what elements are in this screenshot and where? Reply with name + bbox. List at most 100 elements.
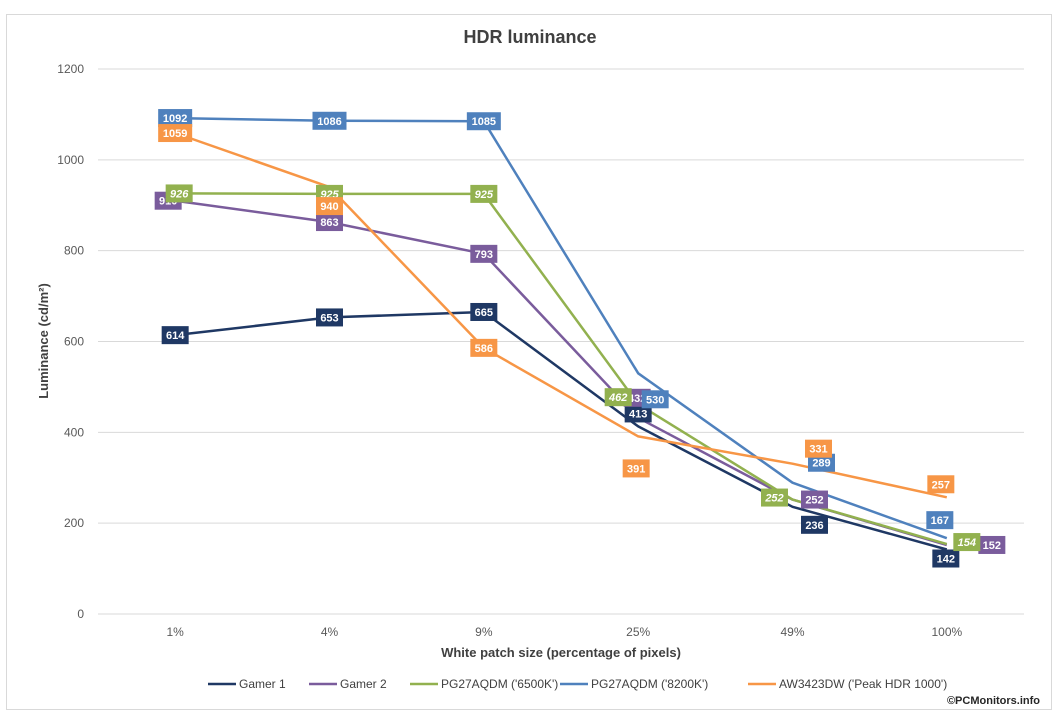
data-label-text: 236: [805, 520, 823, 532]
data-label-text: 1086: [317, 116, 341, 128]
data-label: 793: [470, 244, 498, 263]
data-label-text: 252: [805, 495, 823, 507]
legend-label: Gamer 1: [239, 677, 286, 691]
data-label: 1059: [158, 124, 193, 143]
data-label-box: [161, 326, 189, 345]
data-label-text: 142: [937, 554, 955, 566]
data-label: 331: [805, 439, 832, 458]
x-tick-label: 1%: [166, 625, 184, 639]
data-label-text: 413: [629, 408, 647, 420]
data-label-text: 1085: [472, 116, 496, 128]
data-label-box: [312, 111, 347, 130]
data-label-text: 925: [475, 189, 494, 201]
data-label-box: [978, 535, 1006, 554]
data-label-box: [926, 511, 954, 530]
data-label-box: [801, 490, 828, 509]
data-label: 863: [316, 213, 343, 232]
data-label-text: 331: [809, 444, 827, 456]
data-label-text: 530: [646, 394, 664, 406]
data-label-text: 863: [320, 217, 338, 229]
x-tick-label: 49%: [780, 625, 804, 639]
data-label-box: [808, 453, 835, 472]
data-label: 462: [604, 388, 632, 407]
chart-title: HDR luminance: [463, 27, 596, 47]
data-label-box: [805, 439, 832, 458]
legend-item: AW3423DW ('Peak HDR 1000'): [748, 677, 947, 691]
data-label: 653: [316, 308, 343, 327]
legend-label: Gamer 2: [340, 677, 387, 691]
data-label-box: [470, 244, 498, 263]
y-tick-label: 1000: [57, 153, 84, 167]
data-labels: 6146536654132361429108637934322521529269…: [154, 109, 1006, 568]
data-label-box: [316, 197, 343, 216]
data-label-box: [604, 388, 632, 407]
data-label: 289: [808, 453, 835, 472]
data-label: 925: [470, 184, 498, 203]
data-label-box: [953, 533, 981, 552]
data-label-text: 391: [627, 463, 645, 475]
legend-label: PG27AQDM ('8200K'): [591, 677, 708, 691]
data-label-box: [761, 488, 788, 507]
data-label-text: 152: [983, 540, 1001, 552]
x-axis-title: White patch size (percentage of pixels): [441, 645, 681, 660]
data-label-text: 462: [608, 392, 627, 404]
data-label-text: 940: [320, 201, 338, 213]
data-label: 252: [801, 490, 828, 509]
data-label: 940: [316, 197, 343, 216]
series-line-3: [175, 116, 948, 540]
data-label-text: 926: [170, 188, 189, 200]
series-line-1: [175, 199, 948, 547]
data-label-text: 614: [166, 330, 185, 342]
data-label-box: [165, 184, 193, 203]
data-label-text: 653: [320, 312, 338, 324]
data-label: 257: [927, 475, 955, 494]
data-label-box: [316, 213, 343, 232]
data-label-box: [470, 338, 498, 357]
data-label-text: 586: [475, 343, 493, 355]
data-label-text: 154: [958, 537, 976, 549]
data-label: 530: [641, 390, 669, 409]
data-label-box: [466, 112, 501, 131]
x-tick-label: 4%: [321, 625, 339, 639]
data-label-box: [158, 124, 193, 143]
data-label: 167: [926, 511, 954, 530]
data-label-box: [641, 390, 669, 409]
legend-item: PG27AQDM ('6500K'): [410, 677, 558, 691]
data-label: 1092: [158, 109, 193, 128]
legend-item: Gamer 2: [309, 677, 387, 691]
data-label: 926: [165, 184, 193, 203]
x-axis-ticks: 1% 4% 9% 25% 49% 100%: [166, 625, 962, 639]
data-label-box: [932, 549, 960, 568]
data-label: 614: [161, 326, 189, 345]
data-label: 665: [470, 302, 498, 321]
data-label-box: [470, 184, 498, 203]
data-label-text: 1059: [163, 128, 187, 140]
y-tick-label: 800: [64, 244, 84, 258]
y-axis-ticks: 0 200 400 600 800 1000 1200: [57, 62, 84, 621]
data-label: 391: [622, 459, 650, 478]
legend-item: Gamer 1: [208, 677, 286, 691]
data-label: 236: [801, 515, 828, 534]
data-label-box: [470, 302, 498, 321]
y-tick-label: 600: [64, 335, 84, 349]
legend-item: PG27AQDM ('8200K'): [560, 677, 708, 691]
data-label-text: 665: [475, 307, 493, 319]
data-label-box: [622, 459, 650, 478]
data-label: 1086: [312, 111, 347, 130]
data-label: 413: [624, 404, 652, 423]
data-label: 1085: [466, 112, 501, 131]
data-label-box: [801, 515, 828, 534]
data-label: 586: [470, 338, 498, 357]
legend-label: PG27AQDM ('6500K'): [441, 677, 558, 691]
x-tick-label: 100%: [931, 625, 962, 639]
data-label-text: 289: [812, 458, 830, 470]
y-tick-label: 400: [64, 425, 84, 439]
data-label-text: 257: [932, 479, 950, 491]
data-label-text: 1092: [163, 113, 187, 125]
data-label-text: 252: [764, 493, 783, 505]
data-label-text: 793: [475, 249, 493, 261]
copyright-text: ©PCMonitors.info: [947, 695, 1040, 707]
data-label-box: [624, 404, 652, 423]
y-axis-title: Luminance (cd/m²): [36, 283, 51, 399]
